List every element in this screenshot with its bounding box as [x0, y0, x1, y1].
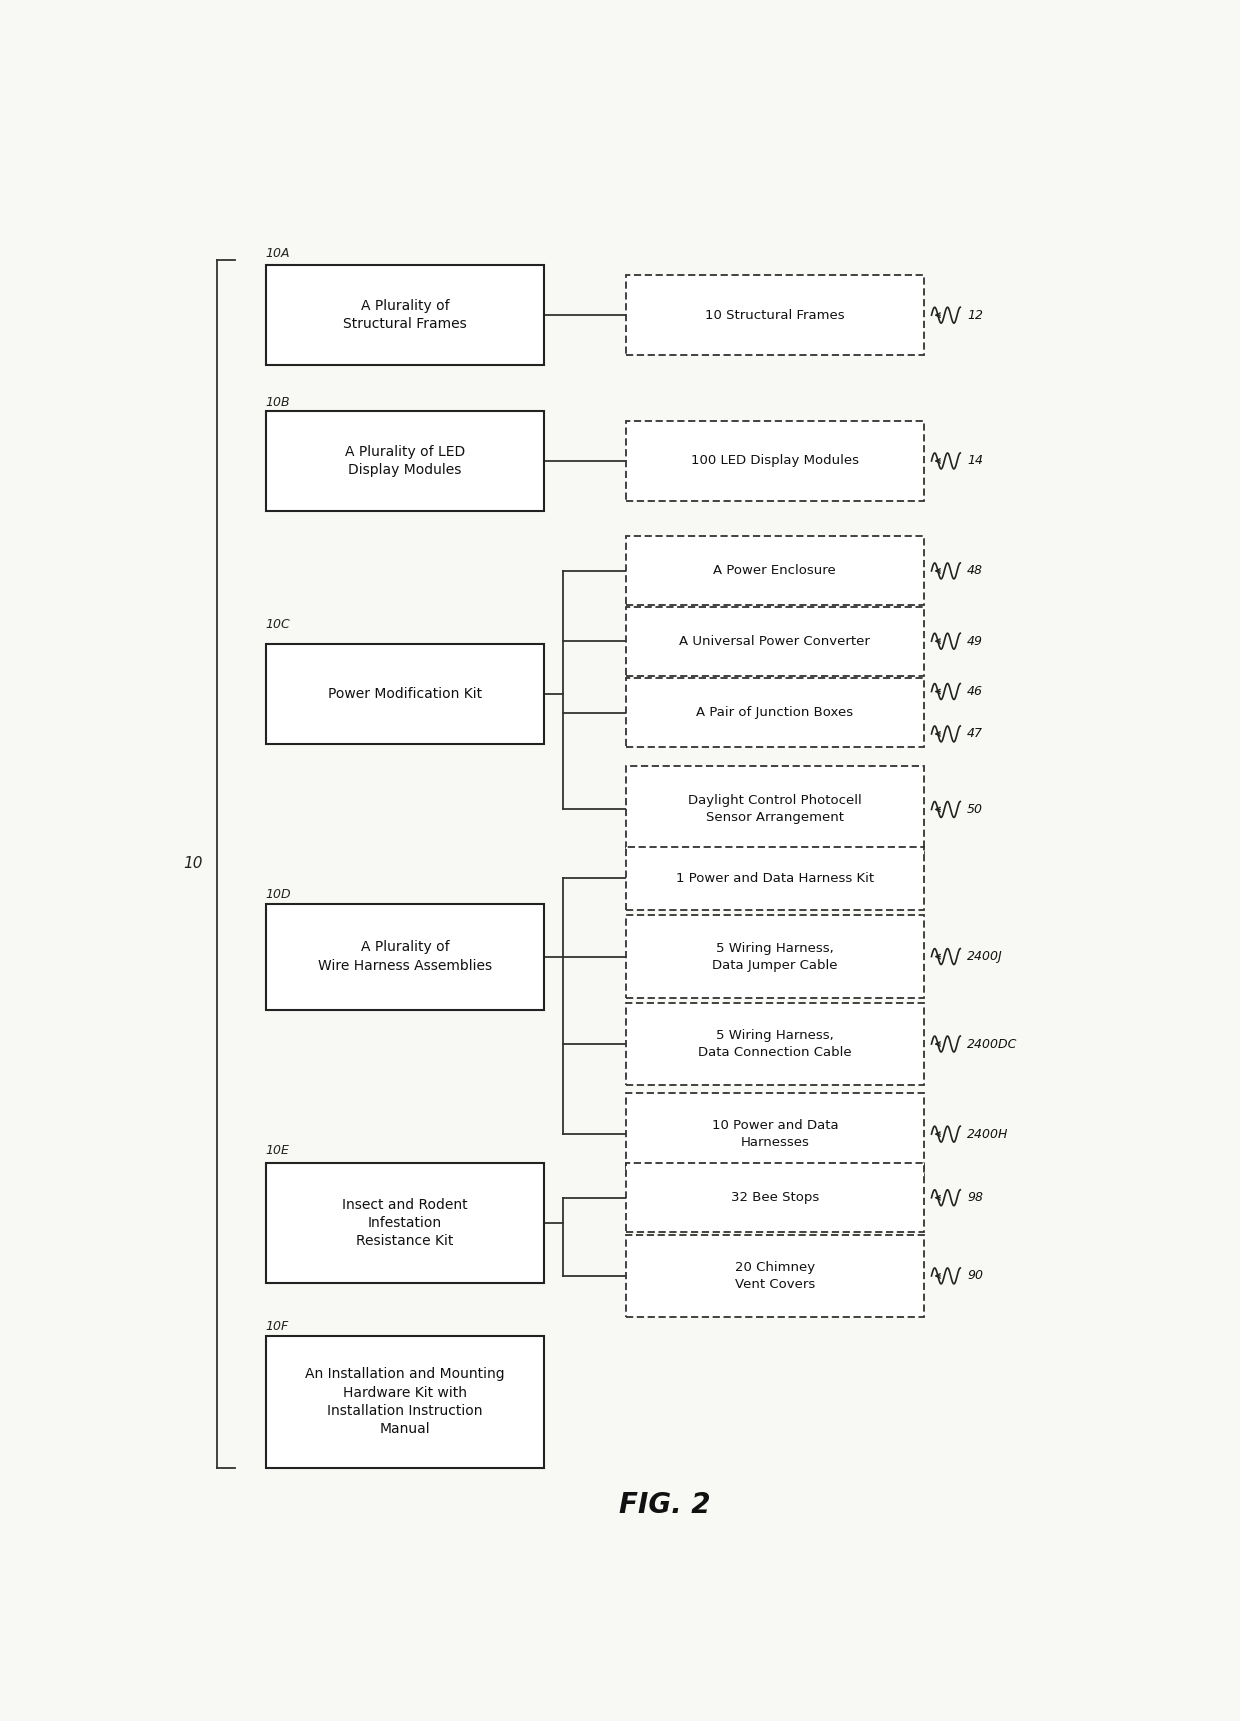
Text: A Pair of Junction Boxes: A Pair of Junction Boxes [697, 706, 853, 719]
Text: Insect and Rodent
Infestation
Resistance Kit: Insect and Rodent Infestation Resistance… [342, 1198, 467, 1248]
Text: 1 Power and Data Harness Kit: 1 Power and Data Harness Kit [676, 873, 874, 885]
Text: FIG. 2: FIG. 2 [619, 1490, 711, 1520]
Text: Power Modification Kit: Power Modification Kit [327, 687, 482, 700]
Text: 12: 12 [967, 308, 983, 322]
Text: 2400H: 2400H [967, 1127, 1008, 1141]
FancyBboxPatch shape [626, 1163, 924, 1232]
FancyBboxPatch shape [265, 904, 544, 1010]
Text: 14: 14 [967, 454, 983, 468]
Text: 100 LED Display Modules: 100 LED Display Modules [691, 454, 859, 468]
FancyBboxPatch shape [626, 1236, 924, 1317]
Text: A Power Enclosure: A Power Enclosure [713, 564, 836, 578]
Text: 10 Power and Data
Harnesses: 10 Power and Data Harnesses [712, 1119, 838, 1150]
FancyBboxPatch shape [626, 608, 924, 676]
FancyBboxPatch shape [626, 916, 924, 998]
Text: A Plurality of LED
Display Modules: A Plurality of LED Display Modules [345, 444, 465, 477]
Text: 32 Bee Stops: 32 Bee Stops [730, 1191, 818, 1205]
FancyBboxPatch shape [265, 1163, 544, 1282]
FancyBboxPatch shape [265, 644, 544, 743]
Text: 10 Structural Frames: 10 Structural Frames [706, 308, 844, 322]
Text: 49: 49 [967, 635, 983, 647]
FancyBboxPatch shape [626, 537, 924, 606]
FancyBboxPatch shape [265, 1335, 544, 1468]
Text: 2400J: 2400J [967, 950, 1003, 964]
Text: A Plurality of
Wire Harness Assemblies: A Plurality of Wire Harness Assemblies [317, 940, 492, 972]
FancyBboxPatch shape [626, 766, 924, 852]
Text: 10F: 10F [265, 1320, 289, 1332]
Text: 48: 48 [967, 564, 983, 578]
FancyBboxPatch shape [265, 411, 544, 511]
FancyBboxPatch shape [626, 1003, 924, 1086]
Text: A Universal Power Converter: A Universal Power Converter [680, 635, 870, 647]
Text: An Installation and Mounting
Hardware Kit with
Installation Instruction
Manual: An Installation and Mounting Hardware Ki… [305, 1366, 505, 1437]
FancyBboxPatch shape [626, 275, 924, 355]
Text: 10B: 10B [265, 396, 290, 410]
Text: 20 Chimney
Vent Covers: 20 Chimney Vent Covers [735, 1261, 815, 1291]
FancyBboxPatch shape [265, 265, 544, 365]
Text: 5 Wiring Harness,
Data Jumper Cable: 5 Wiring Harness, Data Jumper Cable [712, 941, 837, 972]
Text: A Plurality of
Structural Frames: A Plurality of Structural Frames [343, 299, 466, 332]
Text: Daylight Control Photocell
Sensor Arrangement: Daylight Control Photocell Sensor Arrang… [688, 795, 862, 824]
FancyBboxPatch shape [626, 422, 924, 501]
Text: 47: 47 [967, 728, 983, 740]
Text: 46: 46 [967, 685, 983, 699]
Text: 10: 10 [184, 857, 203, 871]
Text: 10A: 10A [265, 246, 290, 260]
Text: 2400DC: 2400DC [967, 1038, 1017, 1050]
FancyBboxPatch shape [626, 678, 924, 747]
Text: 10C: 10C [265, 618, 290, 630]
FancyBboxPatch shape [626, 847, 924, 910]
FancyBboxPatch shape [626, 1093, 924, 1175]
Text: 5 Wiring Harness,
Data Connection Cable: 5 Wiring Harness, Data Connection Cable [698, 1029, 852, 1058]
Text: 90: 90 [967, 1270, 983, 1282]
Text: 98: 98 [967, 1191, 983, 1205]
Text: 10D: 10D [265, 888, 291, 900]
Text: 50: 50 [967, 804, 983, 816]
Text: 10E: 10E [265, 1144, 289, 1157]
